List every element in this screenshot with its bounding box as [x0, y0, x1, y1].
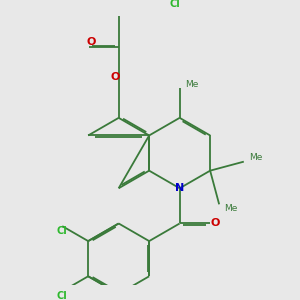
Text: O: O: [110, 72, 120, 82]
Text: N: N: [175, 183, 184, 193]
Text: O: O: [87, 37, 96, 47]
Text: O: O: [210, 218, 220, 229]
Text: Me: Me: [249, 153, 262, 162]
Text: Cl: Cl: [170, 0, 181, 9]
Text: Me: Me: [185, 80, 198, 89]
Text: Me: Me: [224, 203, 238, 212]
Text: Cl: Cl: [57, 291, 68, 300]
Text: Cl: Cl: [57, 226, 68, 236]
